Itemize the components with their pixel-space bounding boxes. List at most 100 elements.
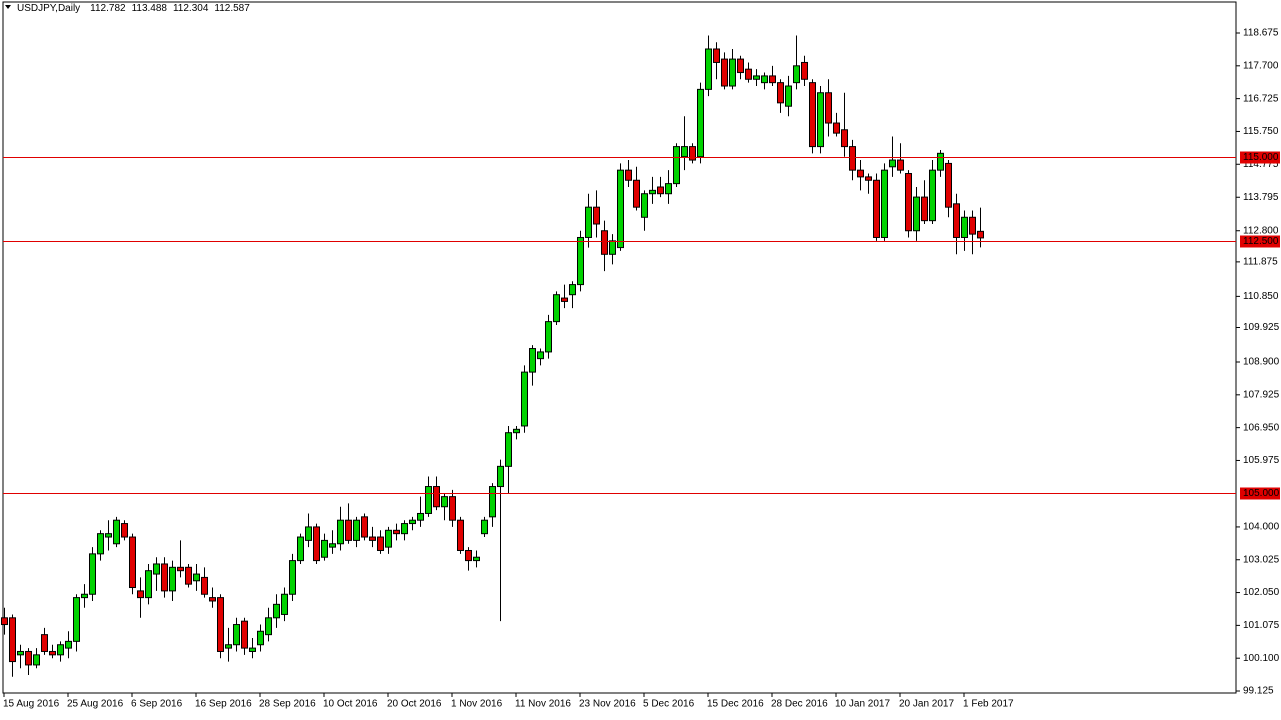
bull-body	[473, 556, 480, 562]
menu-arrow[interactable]	[5, 5, 11, 9]
y-tick-label: 106.950	[1243, 422, 1280, 433]
bear-body	[177, 566, 184, 572]
bull-body	[545, 321, 552, 353]
y-tick-label: 110.850	[1243, 291, 1279, 302]
bear-body	[209, 597, 216, 602]
bull-body	[105, 533, 112, 538]
bull-body	[401, 523, 408, 535]
y-tick-label: 112.800	[1243, 225, 1279, 236]
bear-body	[449, 496, 456, 521]
bear-body	[825, 92, 832, 124]
bear-body	[633, 179, 640, 208]
bull-body	[929, 169, 936, 222]
bear-body	[137, 590, 144, 599]
x-tick-label: 1 Feb 2017	[963, 699, 1014, 710]
bear-body	[833, 122, 840, 134]
bull-body	[529, 348, 536, 373]
bear-body	[25, 650, 32, 666]
x-tick-label: 5 Dec 2016	[643, 699, 695, 710]
bear-body	[601, 230, 608, 255]
x-tick-label: 28 Dec 2016	[771, 699, 828, 710]
bull-body	[705, 48, 712, 90]
bear-body	[689, 146, 696, 161]
quote-low: 112.304	[173, 3, 209, 14]
bull-body	[585, 206, 592, 238]
bear-body	[905, 173, 912, 232]
bear-body	[873, 179, 880, 238]
x-tick-label: 25 Aug 2016	[67, 699, 124, 710]
bear-body	[849, 146, 856, 171]
bull-body	[761, 75, 768, 84]
bear-body	[593, 206, 600, 225]
y-tick-label: 114.775	[1243, 159, 1279, 170]
bull-body	[385, 529, 392, 548]
y-tick-label: 99.125	[1243, 686, 1274, 697]
bull-body	[793, 65, 800, 84]
plot-frame	[2, 1, 1237, 694]
bull-body	[265, 617, 272, 636]
bull-body	[817, 92, 824, 148]
x-tick-label: 11 Nov 2016	[515, 699, 571, 710]
bear-body	[897, 159, 904, 171]
y-tick-label: 111.875	[1243, 257, 1278, 268]
bull-body	[337, 519, 344, 545]
bear-body	[369, 536, 376, 541]
x-tick-label: 1 Nov 2016	[451, 699, 503, 710]
bull-body	[729, 58, 736, 87]
bull-body	[73, 597, 80, 642]
y-tick-label: 109.925	[1243, 322, 1280, 333]
bull-body	[257, 630, 264, 646]
x-tick-label: 20 Oct 2016	[387, 699, 442, 710]
bull-body	[649, 189, 656, 195]
bear-body	[561, 297, 568, 302]
level-label: 112.500	[1243, 236, 1279, 247]
x-tick-label: 15 Dec 2016	[707, 699, 764, 710]
bear-body	[345, 519, 352, 541]
y-tick-label: 102.050	[1243, 587, 1280, 598]
bear-body	[185, 566, 192, 585]
level-label: 105.000	[1243, 488, 1280, 499]
y-tick-label: 104.000	[1243, 522, 1280, 533]
bear-body	[841, 129, 848, 148]
bull-body	[97, 533, 104, 555]
bear-body	[777, 82, 784, 104]
bear-body	[625, 169, 632, 181]
bear-body	[121, 523, 128, 538]
bull-body	[609, 240, 616, 255]
bear-body	[457, 519, 464, 551]
y-tick-label: 103.025	[1243, 554, 1280, 565]
x-tick-label: 16 Sep 2016	[195, 699, 252, 710]
bull-body	[89, 553, 96, 595]
bear-body	[161, 563, 168, 592]
bull-body	[513, 428, 520, 434]
bull-body	[569, 284, 576, 296]
bull-body	[81, 593, 88, 599]
bear-body	[313, 526, 320, 562]
bull-body	[961, 216, 968, 238]
bull-body	[329, 543, 336, 548]
bull-body	[785, 85, 792, 107]
bull-body	[225, 644, 232, 649]
bear-body	[945, 162, 952, 208]
x-tick-label: 10 Oct 2016	[323, 699, 378, 710]
bear-body	[129, 536, 136, 589]
bear-body	[433, 486, 440, 508]
bull-body	[537, 351, 544, 360]
bear-body	[721, 58, 728, 87]
y-tick-label: 118.675	[1243, 28, 1279, 39]
quote-close: 112.587	[214, 3, 250, 14]
bull-body	[33, 654, 40, 666]
bear-body	[217, 597, 224, 652]
x-tick-label: 28 Sep 2016	[259, 699, 316, 710]
bull-body	[273, 603, 280, 619]
bull-body	[441, 496, 448, 508]
bull-body	[505, 432, 512, 467]
bull-body	[617, 169, 624, 249]
bull-body	[641, 193, 648, 218]
bull-body	[249, 647, 256, 652]
bull-body	[417, 512, 424, 521]
bear-body	[361, 516, 368, 538]
bull-body	[169, 566, 176, 592]
